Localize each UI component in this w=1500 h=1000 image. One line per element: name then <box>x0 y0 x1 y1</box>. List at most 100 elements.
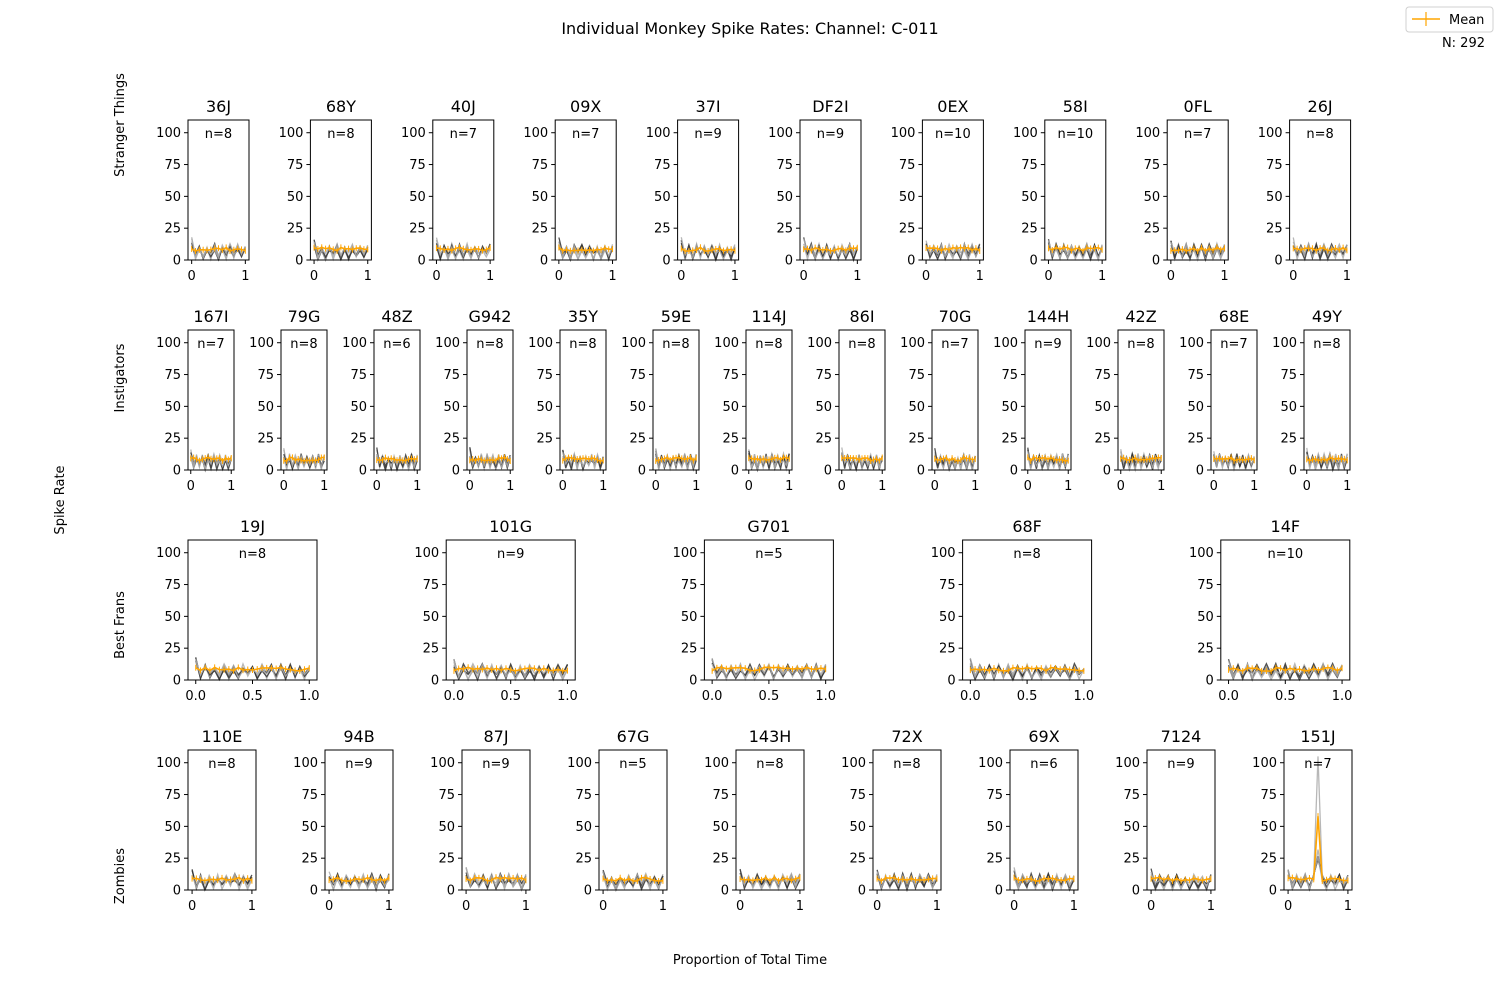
panel-count: n=8 <box>1127 337 1154 352</box>
panel-g701: 0 25 50 75 100 0.0 0.5 1.0 G701 n=5 <box>673 517 836 704</box>
y-tick-label: 100 <box>646 126 671 141</box>
panel-title: 101G <box>489 517 532 536</box>
panel-frame <box>1289 119 1352 261</box>
x-tick-label: 1 <box>227 479 235 494</box>
panel-frame <box>324 749 394 891</box>
mean-line <box>562 456 604 462</box>
x-tick-label: 0 <box>736 899 744 914</box>
x-tick-label: 0 <box>1147 899 1155 914</box>
y-tick-label: 25 <box>443 432 460 447</box>
panel-19j: 0 25 50 75 100 0.0 0.5 1.0 19J n=8 <box>156 517 319 704</box>
panel-frame <box>1283 749 1353 891</box>
panel-count: n=8 <box>208 757 235 772</box>
panel-count: n=9 <box>497 547 524 562</box>
y-tick-label: 25 <box>301 852 318 867</box>
y-tick-label: 75 <box>536 368 553 383</box>
x-tick-label: 0 <box>555 269 563 284</box>
mean-line <box>602 876 663 882</box>
y-tick-label: 50 <box>287 190 304 205</box>
panel-count: n=8 <box>205 127 232 142</box>
y-tick-label: 50 <box>1001 400 1018 415</box>
panel-14f: 0 25 50 75 100 0.0 0.5 1.0 14F n=10 <box>1189 517 1352 704</box>
panel-26j: 0 25 50 75 100 0 1 26J n=8 <box>1258 97 1352 284</box>
y-tick-label: 0 <box>824 464 832 479</box>
y-tick-label: 100 <box>1272 336 1297 351</box>
y-tick-label: 25 <box>287 222 304 237</box>
mean-line <box>1293 246 1348 252</box>
trial-line <box>841 451 883 470</box>
y-tick-label: 0 <box>1152 254 1160 269</box>
x-tick-label: 0 <box>599 899 607 914</box>
x-tick-label: 1 <box>1344 899 1352 914</box>
y-tick-label: 100 <box>931 546 956 561</box>
y-tick-label: 75 <box>301 788 318 803</box>
y-tick-label: 25 <box>1094 432 1111 447</box>
y-tick-label: 25 <box>712 852 729 867</box>
panel-frame <box>838 329 886 471</box>
y-tick-label: 25 <box>1197 642 1214 657</box>
x-tick-label: 1 <box>241 269 249 284</box>
panel-frame <box>652 329 700 471</box>
y-tick-label: 0 <box>689 674 697 689</box>
panel-110e: 0 25 50 75 100 0 1 110E n=8 <box>156 727 257 914</box>
y-tick-label: 0 <box>545 464 553 479</box>
y-tick-label: 25 <box>849 852 866 867</box>
panel-title: 40J <box>451 97 476 116</box>
y-tick-label: 0 <box>173 464 181 479</box>
panel-count: n=9 <box>817 127 844 142</box>
panel-count: n=8 <box>569 337 596 352</box>
y-tick-label: 75 <box>1123 788 1140 803</box>
panel-frame <box>559 329 607 471</box>
y-tick-label: 0 <box>731 464 739 479</box>
mean-line <box>465 876 527 882</box>
y-tick-label: 50 <box>1280 400 1297 415</box>
x-tick-label: 0 <box>432 269 440 284</box>
y-tick-label: 50 <box>629 400 646 415</box>
y-tick-label: 0 <box>1010 464 1018 479</box>
panel-count: n=8 <box>755 337 782 352</box>
panel-frame <box>921 119 984 261</box>
y-tick-label: 75 <box>1280 368 1297 383</box>
y-tick-label: 75 <box>164 788 181 803</box>
x-tick-label: 1 <box>1070 899 1078 914</box>
y-tick-label: 75 <box>849 788 866 803</box>
mean-line <box>190 456 232 463</box>
y-tick-label: 75 <box>899 158 916 173</box>
y-tick-label: 0 <box>785 254 793 269</box>
y-tick-label: 100 <box>279 126 304 141</box>
trial-line <box>469 453 511 469</box>
x-tick-label: 1 <box>659 899 667 914</box>
panel-count: n=8 <box>290 337 317 352</box>
y-tick-label: 100 <box>1189 546 1214 561</box>
panel-72x: 0 25 50 75 100 0 1 72X n=8 <box>841 727 942 914</box>
y-tick-label: 100 <box>891 126 916 141</box>
x-tick-label: 0 <box>373 479 381 494</box>
y-tick-label: 75 <box>908 368 925 383</box>
x-tick-label: 0.0 <box>1218 689 1239 704</box>
y-tick-label: 50 <box>409 190 426 205</box>
panel-frame <box>1303 329 1351 471</box>
mean-line <box>313 246 368 252</box>
x-tick-label: 1 <box>248 899 256 914</box>
y-tick-label: 25 <box>908 432 925 447</box>
x-axis-label: Proportion of Total Time <box>673 953 827 968</box>
x-tick-label: 0 <box>873 899 881 914</box>
y-tick-label: 25 <box>1260 852 1277 867</box>
trial-line <box>191 238 246 260</box>
trial-line <box>876 871 938 891</box>
x-tick-label: 1 <box>1098 269 1106 284</box>
y-tick-label: 25 <box>986 852 1003 867</box>
panel-79g: 0 25 50 75 100 0 1 79G n=8 <box>249 307 328 494</box>
panel-title: 114J <box>751 307 786 326</box>
y-tick-label: 0 <box>173 254 181 269</box>
y-tick-label: 75 <box>575 788 592 803</box>
y-tick-label: 50 <box>815 400 832 415</box>
y-tick-label: 0 <box>173 884 181 899</box>
y-tick-label: 100 <box>401 126 426 141</box>
y-tick-label: 50 <box>301 820 318 835</box>
x-tick-label: 0 <box>310 269 318 284</box>
y-tick-label: 25 <box>536 432 553 447</box>
y-tick-label: 100 <box>807 336 832 351</box>
y-tick-label: 100 <box>430 756 455 771</box>
